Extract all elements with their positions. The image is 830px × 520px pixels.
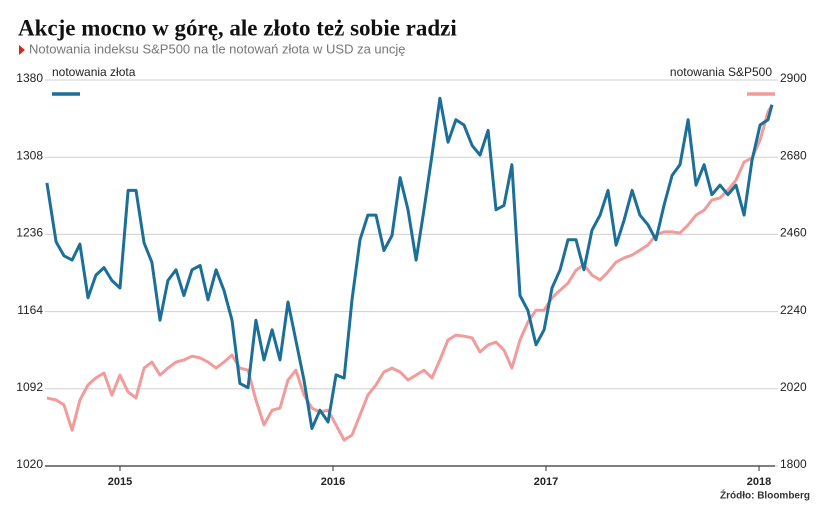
series-line xyxy=(46,104,774,442)
y2-tick-label: 2240 xyxy=(780,303,807,317)
y-tick-label: 1308 xyxy=(16,148,43,162)
subtitle-marker xyxy=(19,45,25,55)
series-line xyxy=(45,96,774,430)
y-tick-label: 1020 xyxy=(16,457,43,471)
chart-title: Akcje mocno w górę, ale złoto też sobie … xyxy=(18,15,457,40)
y-tick-label: 1164 xyxy=(17,303,43,317)
y-tick-label: 1236 xyxy=(16,226,43,240)
y2-tick-label: 2020 xyxy=(780,380,807,394)
y2-tick-label: 2680 xyxy=(780,148,807,162)
legend-label: notowania S&P500 xyxy=(670,65,772,79)
legend-label: notowania złota xyxy=(52,65,136,79)
y2-tick-label: 2900 xyxy=(780,71,807,85)
y2-tick-label: 1800 xyxy=(780,457,807,471)
x-tick-label: 2017 xyxy=(534,476,558,488)
x-tick-label: 2018 xyxy=(747,476,771,488)
y2-tick-label: 2460 xyxy=(780,226,807,240)
x-tick-label: 2015 xyxy=(108,476,132,488)
y-tick-label: 1380 xyxy=(16,71,43,85)
x-tick-label: 2016 xyxy=(321,476,345,488)
chart-subtitle: Notowania indeksu S&P500 na tle notowań … xyxy=(29,41,406,56)
source: Źródło: Bloomberg xyxy=(720,489,810,502)
y-tick-label: 1092 xyxy=(16,380,43,394)
